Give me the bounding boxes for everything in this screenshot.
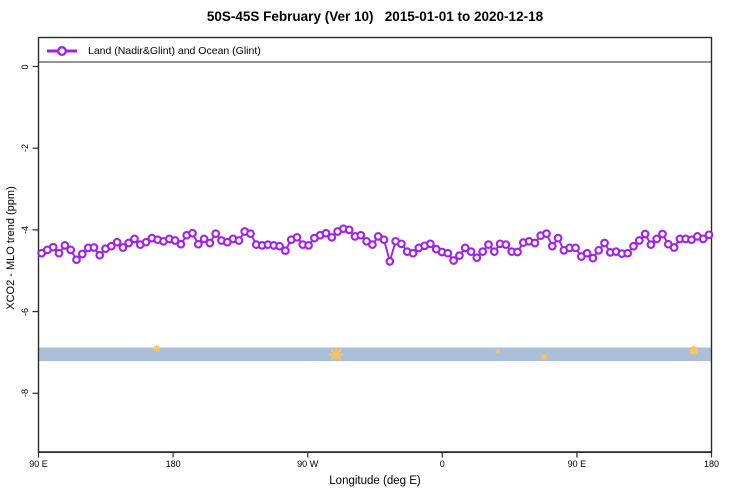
data-point-marker: [246, 229, 255, 238]
data-point-marker: [397, 239, 406, 249]
data-point-marker: [304, 241, 313, 250]
x-tick-label: 90 E: [29, 459, 48, 469]
data-point-marker: [77, 249, 87, 259]
flagged-asterisk-icon: [495, 348, 500, 353]
horizontal-band: [39, 347, 711, 362]
flagged-asterisk-icon: [154, 345, 160, 351]
legend: Land (Nadir&Glint) and Ocean (Glint): [45, 41, 261, 61]
data-point-marker: [344, 225, 354, 235]
data-point-marker: [292, 232, 302, 242]
data-point-marker: [118, 243, 128, 252]
data-point-marker: [188, 228, 197, 238]
data-point-marker: [48, 242, 58, 252]
data-point-marker: [449, 256, 458, 265]
data-point-marker: [130, 234, 139, 244]
x-tick-label: 0: [439, 459, 445, 469]
data-point-marker: [199, 234, 209, 244]
legend-marker-icon: [47, 46, 77, 56]
y-tick-label: -2: [20, 144, 30, 153]
x-tick-label: 90 E: [567, 459, 587, 469]
data-point-marker: [281, 246, 290, 256]
data-point-marker: [478, 247, 488, 256]
legend-label: Land (Nadir&Glint) and Ocean (Glint): [88, 45, 261, 57]
chart-title: 50S-45S February (Ver 10) 2015-01-01 to …: [206, 9, 544, 24]
data-point-marker: [542, 229, 551, 238]
data-point-marker: [95, 250, 105, 260]
data-point-marker: [170, 236, 180, 245]
data-point-marker: [623, 248, 633, 258]
data-point-marker: [466, 247, 476, 256]
data-point-marker: [489, 247, 499, 256]
y-tick-label: 0: [20, 63, 30, 70]
y-tick-label: -6: [20, 307, 30, 316]
data-point-marker: [658, 229, 667, 239]
data-point-marker: [89, 243, 99, 252]
data-point-marker: [356, 230, 366, 240]
data-point-marker: [385, 257, 395, 266]
data-point-marker: [472, 253, 482, 263]
flagged-asterisk-icon: [689, 346, 698, 355]
data-point-marker: [106, 241, 116, 251]
x-axis-title: Longitude (deg E): [329, 475, 421, 487]
data-point-marker: [275, 241, 284, 251]
data-point-marker: [141, 237, 151, 247]
data-point-marker: [60, 241, 70, 250]
x-tick-label: 180: [703, 459, 720, 469]
x-tick-label: 180: [165, 459, 181, 469]
data-point-marker: [652, 234, 662, 244]
data-point-marker: [634, 236, 644, 245]
flagged-asterisk-icon: [541, 354, 547, 359]
data-point-marker: [368, 240, 377, 249]
data-point-marker: [327, 232, 337, 242]
data-point-marker: [54, 248, 64, 258]
legend-open-circle-sample: [56, 46, 67, 56]
data-point-marker: [124, 238, 134, 248]
data-point-marker: [234, 236, 244, 245]
data-point-marker: [588, 253, 598, 263]
y-axis-title: XCO2 - MLO trend (ppm): [5, 186, 17, 310]
data-point-marker: [455, 251, 464, 260]
data-point-marker: [629, 241, 638, 251]
data-point-marker: [408, 248, 418, 258]
data-point-marker: [484, 240, 493, 249]
data-point-marker: [582, 248, 592, 258]
data-point-marker: [112, 237, 122, 247]
data-point-marker: [704, 230, 714, 240]
data-point-marker: [594, 245, 604, 255]
data-point-marker: [66, 245, 76, 255]
data-point-marker: [640, 229, 650, 239]
data-point-marker: [72, 255, 81, 265]
data-point-marker: [600, 238, 609, 248]
data-point-marker: [205, 238, 215, 248]
data-point-marker: [646, 240, 656, 249]
data-point-marker: [547, 241, 557, 251]
data-point-marker: [193, 239, 203, 249]
data-point-marker: [211, 229, 221, 238]
data-point-marker: [553, 233, 563, 243]
y-tick-label: -4: [20, 225, 30, 234]
data-point-marker: [501, 240, 511, 249]
x-tick-label: 90 W: [297, 459, 319, 469]
data-point-marker: [426, 239, 435, 249]
data-point-marker: [443, 248, 453, 258]
data-point-marker: [513, 247, 522, 257]
data-point-marker: [530, 238, 540, 248]
flagged-asterisk-icon: [330, 349, 342, 360]
data-point-marker: [669, 243, 679, 252]
data-point-marker: [698, 234, 708, 244]
data-point-marker: [176, 239, 186, 249]
y-tick-label: -8: [20, 389, 30, 398]
data-point-marker: [460, 243, 470, 253]
data-point-marker: [321, 228, 331, 238]
data-point-marker: [571, 243, 580, 253]
data-point-marker: [379, 235, 389, 245]
